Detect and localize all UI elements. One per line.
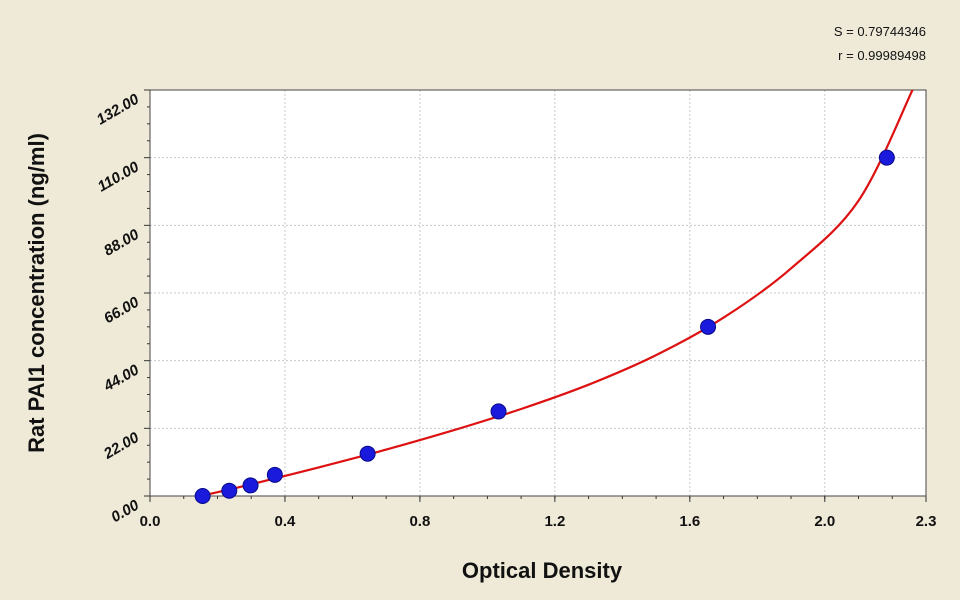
x-tick-label: 2.3	[916, 513, 937, 530]
y-tick-label: 132.00	[94, 90, 143, 128]
y-tick-labels: 0.00 22.00 44.00 66.00 88.00 110.00 132.00	[94, 90, 143, 526]
y-tick-label: 0.00	[108, 496, 142, 526]
y-tick-label: 88.00	[101, 226, 143, 260]
data-point	[221, 482, 238, 499]
data-point	[194, 488, 211, 504]
axes	[144, 89, 927, 502]
x-tick-label: 1.6	[679, 513, 700, 530]
x-tick-label: 0.4	[275, 513, 297, 530]
x-tick-label: 1.2	[544, 513, 565, 530]
data-point	[266, 466, 283, 483]
r-value-label: r = 0.99989498	[838, 48, 926, 63]
y-axis-title: Rat PAI1 concentration (ng/ml)	[24, 133, 49, 453]
data-point	[878, 149, 895, 166]
x-tick-label: 2.0	[814, 513, 835, 530]
y-tick-label: 66.00	[101, 293, 143, 327]
fit-curve-layer	[200, 89, 914, 498]
x-axis-title: Optical Density	[462, 558, 623, 583]
x-tick-label: 0.8	[409, 513, 430, 530]
data-point	[700, 318, 717, 335]
data-points	[194, 149, 895, 504]
plot-frame	[149, 89, 927, 497]
data-point	[490, 403, 507, 420]
y-tick-label: 110.00	[95, 158, 143, 195]
y-tick-label: 22.00	[100, 429, 142, 463]
x-tick-labels: 0.0 0.4 0.8 1.2 1.6 2.0 2.3	[140, 513, 937, 530]
s-value-label: S = 0.79744346	[834, 24, 926, 39]
y-tick-label: 44.00	[100, 361, 142, 395]
data-point	[359, 445, 376, 462]
fit-curve	[200, 89, 914, 498]
data-point	[242, 477, 259, 494]
x-tick-label: 0.0	[140, 513, 161, 530]
